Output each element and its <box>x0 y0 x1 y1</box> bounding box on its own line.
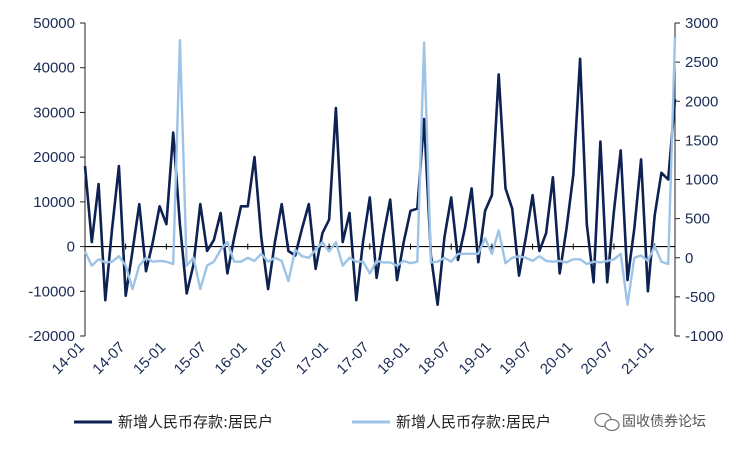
x-tick-label: 14-07 <box>89 339 128 378</box>
x-tick-label: 18-07 <box>415 339 454 378</box>
right-tick-label: 0 <box>685 250 693 267</box>
right-tick-label: 2000 <box>685 93 718 110</box>
legend: 新增人民币存款:居民户 新增人民币存款:居民户 <box>74 413 551 431</box>
x-tick-label: 20-07 <box>578 339 617 378</box>
x-tick-label: 17-07 <box>333 339 372 378</box>
x-tick-label: 18-01 <box>374 339 413 378</box>
right-tick-label: 3000 <box>685 15 718 32</box>
left-tick-label: -10000 <box>28 283 75 300</box>
right-tick-label: -1000 <box>685 328 723 345</box>
watermark: 固收债券论坛 <box>594 408 750 436</box>
series-line-right-axis <box>83 37 677 306</box>
wechat-icon <box>594 412 620 432</box>
right-tick-label: 1000 <box>685 172 718 189</box>
right-axis-ticks: -1000 -500 0 500 1000 1500 2000 2500 3000 <box>675 15 723 345</box>
x-tick-label: 21-01 <box>618 339 657 378</box>
left-tick-label: 50000 <box>33 15 75 32</box>
series-line-left-axis <box>83 57 677 307</box>
series-layer <box>83 37 677 307</box>
x-tick-label: 17-01 <box>293 339 332 378</box>
left-tick-label: 30000 <box>33 104 75 121</box>
right-tick-label: -500 <box>685 289 715 306</box>
left-tick-label: 0 <box>67 239 75 256</box>
legend-label-2: 新增人民币存款:居民户 <box>396 413 551 431</box>
watermark-text: 固收债券论坛 <box>622 414 706 430</box>
left-tick-label: 10000 <box>33 194 75 211</box>
x-tick-label: 16-07 <box>252 339 291 378</box>
right-tick-label: 500 <box>685 211 710 228</box>
x-tick-label: 16-01 <box>211 339 250 378</box>
right-tick-label: 1500 <box>685 132 718 149</box>
legend-label-1: 新增人民币存款:居民户 <box>118 413 273 431</box>
x-tick-label: 15-07 <box>171 339 210 378</box>
left-tick-label: 20000 <box>33 149 75 166</box>
x-tick-label: 19-01 <box>456 339 495 378</box>
x-tick-label: 20-01 <box>537 339 576 378</box>
left-axis-ticks: -20000 -10000 0 10000 20000 30000 40000 50000 <box>28 15 85 345</box>
left-tick-label: 40000 <box>33 60 75 77</box>
left-tick-label: -20000 <box>28 328 75 345</box>
x-tick-label: 19-07 <box>496 339 535 378</box>
x-tick-label: 15-01 <box>130 339 169 378</box>
right-tick-label: 2500 <box>685 54 718 71</box>
